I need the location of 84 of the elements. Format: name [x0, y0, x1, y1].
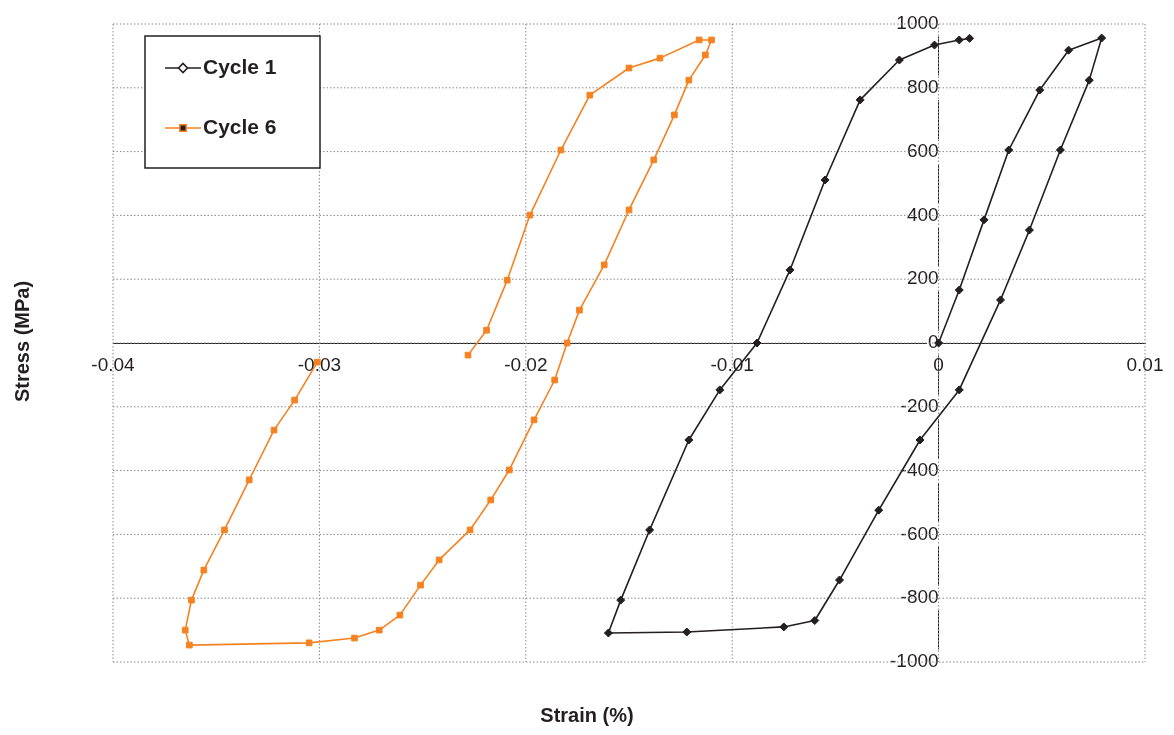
point — [530, 416, 538, 424]
point — [417, 581, 424, 589]
x-tick-label: 0.01 — [1126, 353, 1164, 375]
point — [625, 64, 633, 72]
point — [1004, 145, 1014, 155]
point — [375, 626, 383, 634]
point — [1055, 145, 1065, 155]
point — [563, 339, 571, 347]
point — [915, 435, 925, 445]
point — [682, 627, 692, 637]
point — [965, 33, 975, 43]
point — [625, 206, 633, 214]
point — [874, 505, 884, 515]
point — [526, 211, 534, 219]
point — [351, 634, 358, 642]
point — [954, 385, 964, 395]
point — [291, 396, 298, 404]
point — [820, 175, 830, 185]
point — [487, 496, 495, 504]
point — [200, 566, 208, 574]
point — [503, 276, 511, 284]
point — [1024, 225, 1034, 235]
point — [996, 295, 1006, 305]
point — [894, 55, 904, 65]
x-axis-title: Strain (%) — [539, 704, 635, 727]
point — [929, 40, 939, 50]
point — [1064, 45, 1074, 55]
point — [671, 111, 678, 119]
point — [435, 556, 443, 564]
y-tick-label: 200 — [906, 267, 939, 289]
point — [505, 466, 513, 474]
y-tick-label: 1000 — [896, 12, 939, 34]
point — [752, 338, 762, 348]
point — [616, 595, 626, 605]
point — [979, 215, 989, 225]
point — [645, 525, 655, 535]
point — [708, 36, 715, 44]
x-tick-label: -0.04 — [91, 353, 136, 375]
point — [954, 35, 964, 45]
y-tick-label: -600 — [900, 522, 939, 544]
point — [1035, 85, 1045, 95]
point — [586, 91, 594, 99]
point — [600, 261, 608, 269]
point — [656, 54, 664, 62]
y-tick-label: -1000 — [889, 650, 939, 672]
point — [1084, 75, 1094, 85]
point — [702, 51, 709, 59]
y-tick-label: 600 — [906, 139, 939, 161]
point — [835, 575, 845, 585]
legend-label: Cycle 1 — [203, 54, 277, 78]
point — [305, 639, 313, 647]
point — [396, 611, 404, 619]
y-tick-label: 400 — [906, 203, 939, 225]
point — [715, 385, 725, 395]
point — [603, 628, 613, 638]
point — [855, 95, 865, 105]
point — [695, 36, 703, 44]
point — [181, 626, 189, 634]
x-tick-label: -0.02 — [504, 353, 548, 375]
point — [464, 351, 472, 359]
point — [188, 596, 195, 604]
point — [684, 435, 694, 445]
y-tick-label: -200 — [900, 395, 939, 417]
point — [785, 265, 795, 275]
point — [1097, 33, 1107, 43]
point — [245, 476, 253, 484]
point — [270, 426, 278, 434]
y-tick-label: -800 — [900, 586, 939, 608]
point — [650, 156, 658, 164]
point — [186, 641, 193, 649]
point — [779, 622, 789, 632]
legend-label: Cycle 6 — [203, 114, 277, 138]
y-axis-title: Stress (MPa) — [10, 279, 34, 405]
point — [466, 526, 474, 534]
y-tick-label: 800 — [906, 76, 939, 98]
point — [483, 326, 490, 334]
point — [685, 76, 693, 84]
point — [551, 376, 559, 384]
point — [221, 526, 228, 534]
point — [954, 285, 964, 295]
y-tick-label: -400 — [900, 458, 939, 480]
point — [576, 306, 583, 314]
point — [557, 146, 565, 154]
point — [810, 616, 820, 626]
